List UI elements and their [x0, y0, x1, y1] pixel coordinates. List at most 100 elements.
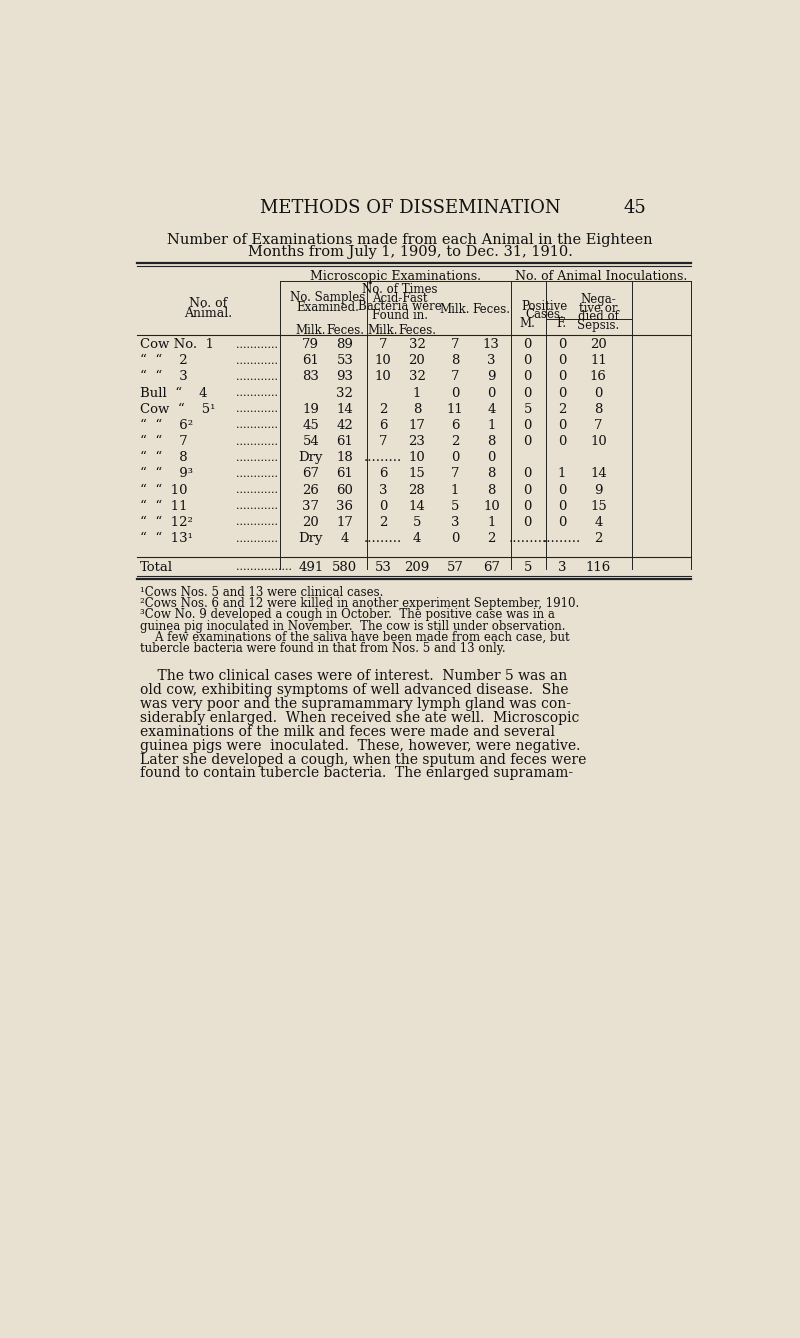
Text: ............: ............ [236, 534, 278, 543]
Text: 1: 1 [487, 419, 495, 432]
Text: ............: ............ [236, 388, 278, 399]
Text: 18: 18 [337, 451, 354, 464]
Text: ²Cows Nos. 6 and 12 were killed in another experiment September, 1910.: ²Cows Nos. 6 and 12 were killed in anoth… [140, 597, 579, 610]
Text: 15: 15 [409, 467, 426, 480]
Text: 2: 2 [378, 403, 387, 416]
Text: 0: 0 [524, 419, 532, 432]
Text: 5: 5 [524, 403, 532, 416]
Text: .........: ......... [364, 533, 402, 545]
Text: 0: 0 [450, 451, 459, 464]
Text: 491: 491 [298, 561, 323, 574]
Text: 15: 15 [590, 500, 606, 512]
Text: “  “    3: “ “ 3 [140, 371, 188, 384]
Text: 4: 4 [413, 533, 421, 545]
Text: 8: 8 [487, 467, 495, 480]
Text: 10: 10 [483, 500, 500, 512]
Text: 116: 116 [586, 561, 611, 574]
Text: 0: 0 [524, 467, 532, 480]
Text: 61: 61 [337, 435, 354, 448]
Text: A few examinations of the saliva have been made from each case, but: A few examinations of the saliva have be… [140, 630, 570, 644]
Text: Feces.: Feces. [398, 324, 436, 337]
Text: 8: 8 [413, 403, 421, 416]
Text: 2: 2 [378, 516, 387, 529]
Text: 42: 42 [337, 419, 354, 432]
Text: 0: 0 [524, 483, 532, 496]
Text: “  “    7: “ “ 7 [140, 435, 188, 448]
Text: 0: 0 [524, 339, 532, 351]
Text: 83: 83 [302, 371, 319, 384]
Text: 3: 3 [558, 561, 566, 574]
Text: 5: 5 [524, 561, 532, 574]
Text: died of: died of [578, 310, 618, 324]
Text: .........: ......... [509, 533, 547, 545]
Text: 0: 0 [558, 500, 566, 512]
Text: 0: 0 [558, 419, 566, 432]
Text: 0: 0 [524, 516, 532, 529]
Text: 0: 0 [558, 355, 566, 367]
Text: 2: 2 [594, 533, 602, 545]
Text: 10: 10 [590, 435, 606, 448]
Text: 17: 17 [337, 516, 354, 529]
Text: 7: 7 [450, 467, 459, 480]
Text: 37: 37 [302, 500, 319, 512]
Text: 6: 6 [378, 467, 387, 480]
Text: ............: ............ [236, 486, 278, 495]
Text: 0: 0 [558, 483, 566, 496]
Text: 1: 1 [558, 467, 566, 480]
Text: “  “    9³: “ “ 9³ [140, 467, 194, 480]
Text: 3: 3 [378, 483, 387, 496]
Text: Number of Examinations made from each Animal in the Eighteen: Number of Examinations made from each An… [167, 233, 653, 248]
Text: Positive: Positive [522, 300, 568, 313]
Text: 5: 5 [450, 500, 459, 512]
Text: 36: 36 [336, 500, 354, 512]
Text: ............: ............ [236, 356, 278, 365]
Text: 28: 28 [409, 483, 426, 496]
Text: F.: F. [557, 317, 567, 330]
Text: Later she developed a cough, when the sputum and feces were: Later she developed a cough, when the sp… [140, 752, 586, 767]
Text: 45: 45 [302, 419, 319, 432]
Text: 54: 54 [302, 435, 319, 448]
Text: Bacteria were: Bacteria were [358, 300, 442, 313]
Text: “  “  12²: “ “ 12² [140, 516, 193, 529]
Text: ³Cow No. 9 developed a cough in October.  The positive case was in a: ³Cow No. 9 developed a cough in October.… [140, 609, 555, 621]
Text: 17: 17 [409, 419, 426, 432]
Text: 32: 32 [409, 371, 426, 384]
Text: Cases.: Cases. [526, 308, 564, 321]
Text: ¹Cows Nos. 5 and 13 were clinical cases.: ¹Cows Nos. 5 and 13 were clinical cases. [140, 586, 384, 599]
Text: ............: ............ [236, 420, 278, 431]
Text: Milk.: Milk. [440, 304, 470, 317]
Text: 14: 14 [590, 467, 606, 480]
Text: 0: 0 [378, 500, 387, 512]
Text: 14: 14 [337, 403, 354, 416]
Text: 13: 13 [483, 339, 500, 351]
Text: 20: 20 [302, 516, 319, 529]
Text: M.: M. [520, 317, 536, 330]
Text: old cow, exhibiting symptoms of well advanced disease.  She: old cow, exhibiting symptoms of well adv… [140, 684, 569, 697]
Text: Milk.: Milk. [295, 324, 326, 337]
Text: 57: 57 [446, 561, 463, 574]
Text: 8: 8 [450, 355, 459, 367]
Text: 0: 0 [524, 387, 532, 400]
Text: Feces.: Feces. [472, 304, 510, 317]
Text: 16: 16 [590, 371, 606, 384]
Text: 7: 7 [378, 435, 387, 448]
Text: 3: 3 [450, 516, 459, 529]
Text: 61: 61 [302, 355, 319, 367]
Text: 11: 11 [446, 403, 463, 416]
Text: 7: 7 [450, 339, 459, 351]
Text: 0: 0 [558, 371, 566, 384]
Text: Nega-: Nega- [581, 293, 616, 306]
Text: 60: 60 [337, 483, 354, 496]
Text: No. of: No. of [190, 297, 228, 309]
Text: Months from July 1, 1909, to Dec. 31, 1910.: Months from July 1, 1909, to Dec. 31, 19… [247, 245, 573, 260]
Text: 14: 14 [409, 500, 426, 512]
Text: 1: 1 [413, 387, 421, 400]
Text: 7: 7 [450, 371, 459, 384]
Text: “  “    8: “ “ 8 [140, 451, 188, 464]
Text: .........: ......... [542, 533, 581, 545]
Text: 4: 4 [341, 533, 349, 545]
Text: 6: 6 [378, 419, 387, 432]
Text: 8: 8 [487, 435, 495, 448]
Text: ............: ............ [236, 436, 278, 447]
Text: tive or: tive or [579, 302, 618, 314]
